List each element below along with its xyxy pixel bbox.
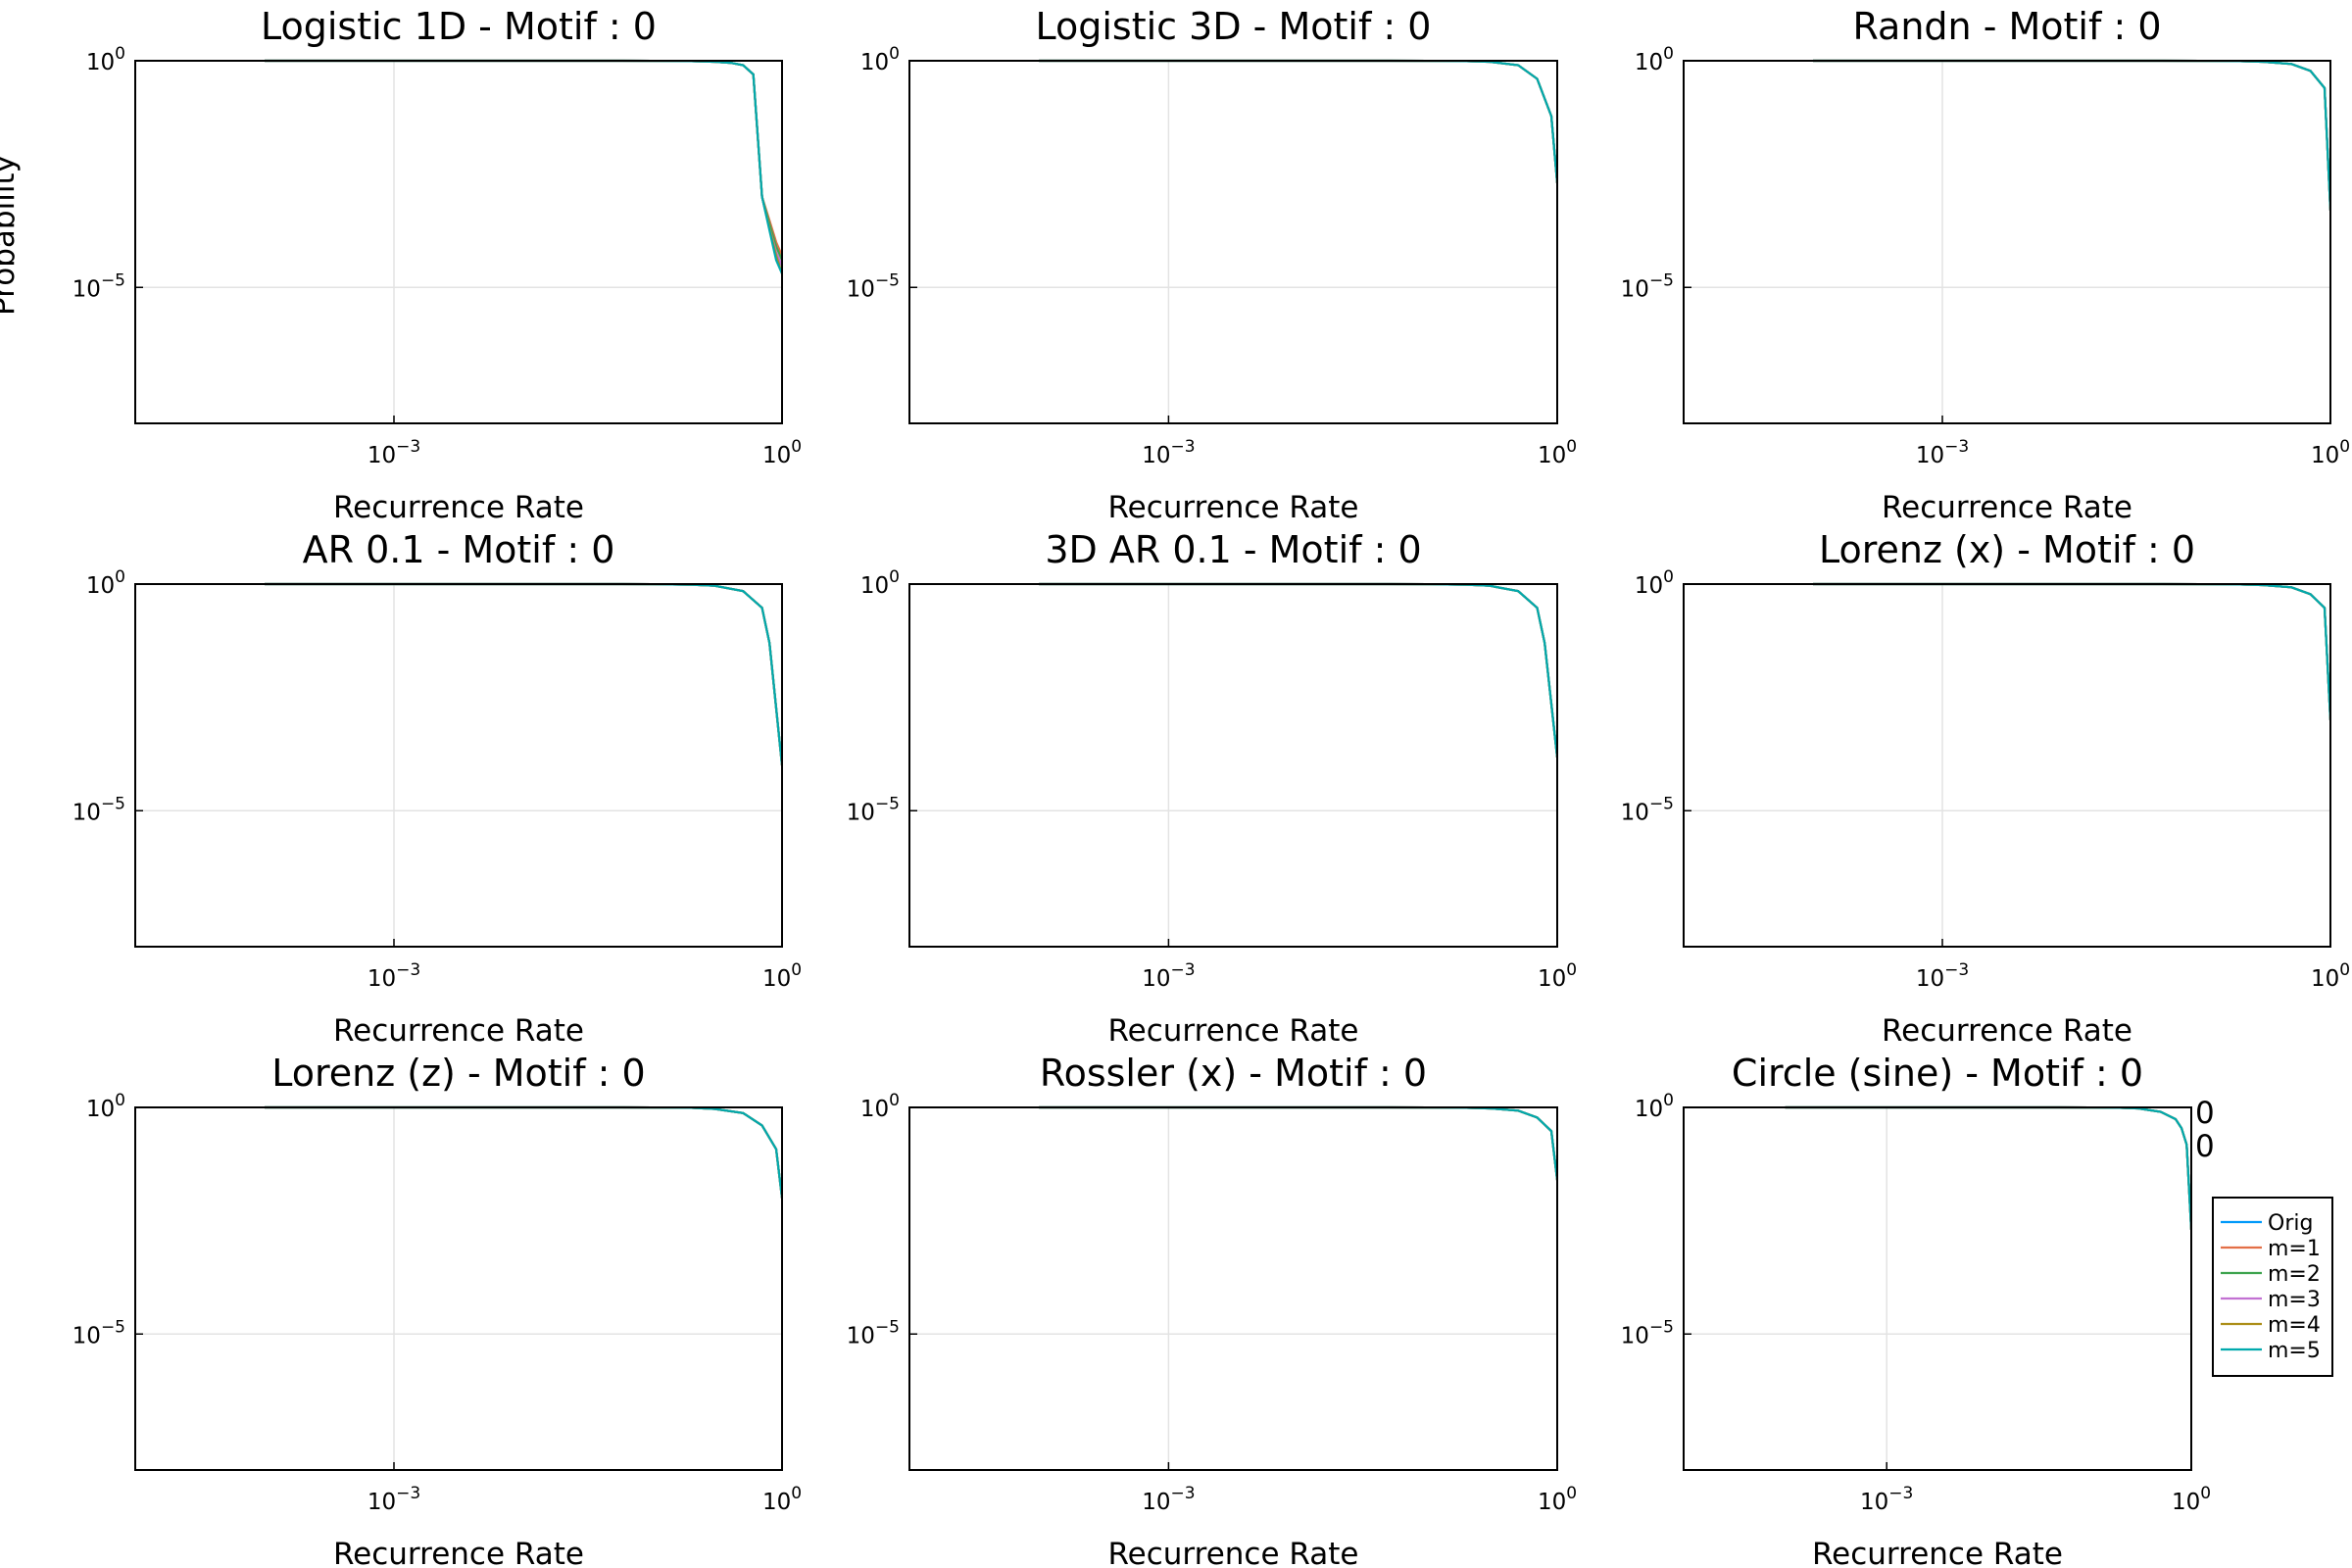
y-tick-label: 10−5 xyxy=(847,1317,900,1348)
plot-frame xyxy=(1683,1106,2192,1471)
plot-frame xyxy=(134,1106,783,1471)
subplot: 10−3 100 10−5 100 Lorenz (x) - Motif : 0 Recu… xyxy=(1621,528,2350,1049)
x-tick-label: 100 xyxy=(2172,1484,2211,1515)
y-axis-label: Probability xyxy=(0,155,22,316)
subplot: 10−3 100 10−5 100 Logistic 3D - Motif : 0 Rec… xyxy=(847,5,1577,525)
subplot: 10−3 100 10−5 100 AR 0.1 - Motif : 0 Recurren… xyxy=(73,528,802,1049)
x-axis-label: Recurrence Rate xyxy=(333,1537,584,1568)
x-axis-label: Recurrence Rate xyxy=(1108,1013,1359,1049)
subplot-title: Logistic 3D - Motif : 0 xyxy=(1036,5,1432,48)
subplot: 10−3 100 10−5 100 Rossler (x) - Motif : 0 Rec… xyxy=(847,1052,1577,1568)
x-axis-label: Recurrence Rate xyxy=(333,490,584,525)
y-tick-label: 100 xyxy=(860,1091,900,1122)
y-tick-label: 100 xyxy=(1635,44,1674,75)
y-tick-label: 10−5 xyxy=(73,270,125,302)
subplot-title: 3D AR 0.1 - Motif : 0 xyxy=(1045,528,1421,571)
x-tick-label: 100 xyxy=(1538,960,1577,992)
x-tick-label: 10−3 xyxy=(368,960,420,992)
y-tick-label: 100 xyxy=(86,44,125,75)
subplot-title: Circle (sine) - Motif : 0 xyxy=(1732,1052,2143,1095)
legend-box xyxy=(2212,1197,2333,1377)
y-tick-label: 100 xyxy=(860,44,900,75)
y-tick-label: 10−5 xyxy=(73,794,125,825)
x-tick-label: 10−3 xyxy=(1916,960,1969,992)
x-tick-label: 10−3 xyxy=(368,437,420,468)
subplot-title: Rossler (x) - Motif : 0 xyxy=(1040,1052,1427,1095)
extra-label: 0 xyxy=(2195,1096,2215,1131)
y-tick-label: 10−5 xyxy=(847,794,900,825)
subplot: 10−3 100 10−5 100 Circle (sine) - Motif : 0 R… xyxy=(1621,1052,2211,1568)
x-tick-label: 100 xyxy=(762,1484,802,1515)
plot-frame xyxy=(1683,60,2331,424)
y-tick-label: 100 xyxy=(1635,567,1674,599)
x-axis-label: Recurrence Rate xyxy=(1882,490,2132,525)
plot-frame xyxy=(908,583,1558,948)
x-axis-label: Recurrence Rate xyxy=(1108,490,1359,525)
y-tick-label: 100 xyxy=(1635,1091,1674,1122)
subplot-title: Lorenz (x) - Motif : 0 xyxy=(1819,528,2195,571)
x-tick-label: 10−3 xyxy=(1142,1484,1195,1515)
legend-entry-label: m=4 xyxy=(2268,1313,2321,1338)
legend-entry-label: m=2 xyxy=(2268,1262,2321,1287)
plot-frame xyxy=(1683,583,2331,948)
x-tick-label: 100 xyxy=(762,437,802,468)
legend-entry-label: m=5 xyxy=(2268,1339,2321,1363)
y-tick-label: 10−5 xyxy=(1621,794,1674,825)
y-tick-label: 100 xyxy=(86,567,125,599)
subplot-title: Lorenz (z) - Motif : 0 xyxy=(271,1052,646,1095)
subplot: 10−3 100 10−5 100 Lorenz (z) - Motif : 0 Recu… xyxy=(73,1052,802,1568)
y-tick-label: 10−5 xyxy=(73,1317,125,1348)
extra-label: 0 xyxy=(2195,1129,2215,1164)
legend-entry-label: m=1 xyxy=(2268,1237,2321,1261)
subplot-grid: 10−3 100 10−5 100 Logistic 1D - Motif : 0 Rec… xyxy=(73,5,2350,1568)
y-tick-label: 10−5 xyxy=(847,270,900,302)
plot-frame xyxy=(908,60,1558,424)
x-tick-label: 100 xyxy=(1538,437,1577,468)
x-tick-label: 100 xyxy=(1538,1484,1577,1515)
subplot-title: AR 0.1 - Motif : 0 xyxy=(303,528,615,571)
y-tick-label: 10−5 xyxy=(1621,1317,1674,1348)
plot-frame xyxy=(134,60,783,424)
legend-entry-label: Orig xyxy=(2268,1211,2313,1236)
subplot: 10−3 100 10−5 100 3D AR 0.1 - Motif : 0 Recur… xyxy=(847,528,1577,1049)
x-tick-label: 10−3 xyxy=(1860,1484,1913,1515)
x-tick-label: 10−3 xyxy=(368,1484,420,1515)
x-tick-label: 10−3 xyxy=(1142,960,1195,992)
plot-frame xyxy=(908,1106,1558,1471)
x-tick-label: 100 xyxy=(762,960,802,992)
x-tick-label: 10−3 xyxy=(1916,437,1969,468)
subplot: 10−3 100 10−5 100 Randn - Motif : 0 Recurrenc… xyxy=(1621,5,2350,525)
subplot-title: Randn - Motif : 0 xyxy=(1852,5,2161,48)
y-tick-label: 10−5 xyxy=(1621,270,1674,302)
x-tick-label: 100 xyxy=(2311,960,2350,992)
x-axis-label: Recurrence Rate xyxy=(1108,1537,1359,1568)
y-tick-label: 100 xyxy=(860,567,900,599)
legend-entry-label: m=3 xyxy=(2268,1288,2321,1312)
x-axis-label: Recurrence Rate xyxy=(333,1013,584,1049)
x-tick-label: 100 xyxy=(2311,437,2350,468)
subplot-title: Logistic 1D - Motif : 0 xyxy=(261,5,657,48)
x-axis-label: Recurrence Rate xyxy=(1812,1537,2063,1568)
y-tick-label: 100 xyxy=(86,1091,125,1122)
x-tick-label: 10−3 xyxy=(1142,437,1195,468)
x-axis-label: Recurrence Rate xyxy=(1882,1013,2132,1049)
subplot: 10−3 100 10−5 100 Logistic 1D - Motif : 0 Rec… xyxy=(73,5,802,525)
plot-frame xyxy=(134,583,783,948)
